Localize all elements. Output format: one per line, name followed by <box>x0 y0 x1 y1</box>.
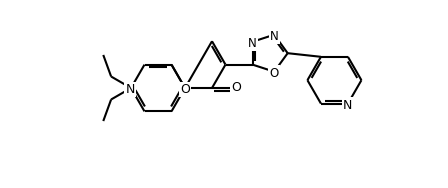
Text: N: N <box>270 30 279 43</box>
Text: N: N <box>125 83 135 96</box>
Text: O: O <box>231 81 241 94</box>
Text: O: O <box>180 83 190 96</box>
Text: O: O <box>270 67 279 80</box>
Text: N: N <box>248 37 257 50</box>
Text: N: N <box>343 99 353 111</box>
